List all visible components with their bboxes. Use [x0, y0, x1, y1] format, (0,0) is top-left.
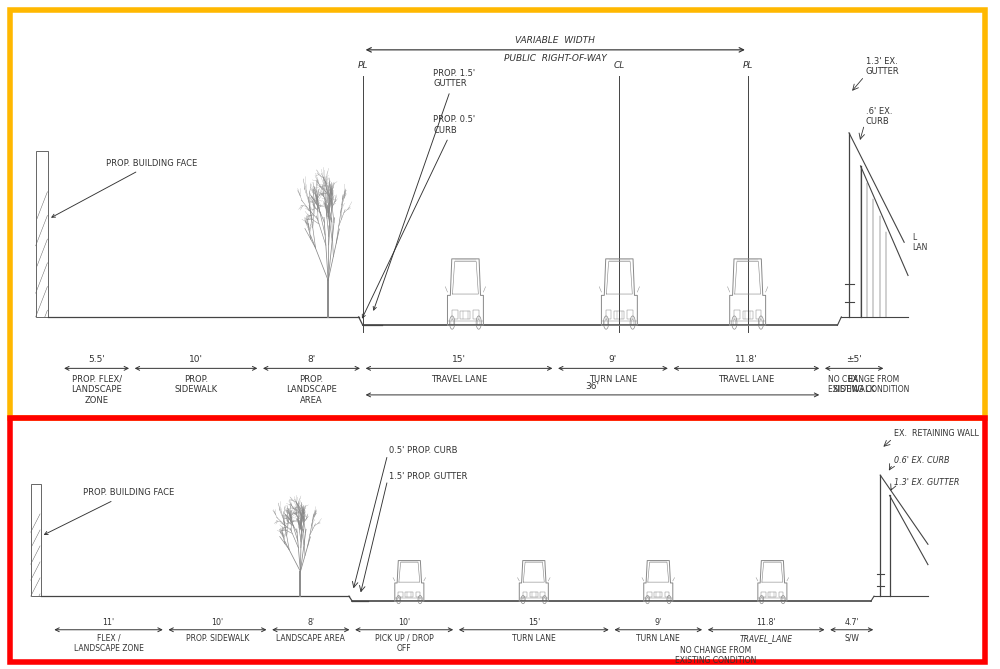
Bar: [10, 10, 985, 418]
Text: .6' EX.
CURB: .6' EX. CURB: [866, 107, 892, 126]
Bar: [530, 592, 538, 597]
Text: PUBLIC  RIGHT-OF-WAY: PUBLIC RIGHT-OF-WAY: [504, 54, 607, 63]
Bar: [540, 592, 545, 597]
Bar: [756, 310, 761, 318]
Text: 0.5' PROP. CURB: 0.5' PROP. CURB: [389, 446, 457, 455]
Text: PL: PL: [358, 61, 368, 70]
Text: TRAVEL LANE: TRAVEL LANE: [718, 375, 775, 384]
Text: 11': 11': [102, 618, 115, 628]
Text: 9': 9': [655, 618, 662, 628]
Text: PROP. BUILDING FACE: PROP. BUILDING FACE: [45, 488, 174, 535]
Bar: [665, 592, 669, 597]
Text: 5.5': 5.5': [88, 355, 105, 365]
Text: EX.
SIDEWALK: EX. SIDEWALK: [833, 375, 876, 395]
Bar: [734, 310, 740, 318]
Text: 10': 10': [189, 355, 203, 365]
Text: PROP. SIDEWALK: PROP. SIDEWALK: [186, 634, 249, 643]
Text: 9': 9': [609, 355, 617, 365]
Text: 10': 10': [211, 618, 224, 628]
Text: 15': 15': [452, 355, 466, 365]
Bar: [31, 484, 41, 596]
Bar: [398, 592, 403, 597]
Bar: [452, 310, 458, 318]
Text: TRAVEL_LANE: TRAVEL_LANE: [740, 634, 793, 643]
Bar: [743, 310, 753, 318]
Text: PROP. 1.5'
GUTTER: PROP. 1.5' GUTTER: [373, 69, 475, 310]
Bar: [36, 151, 48, 317]
Text: 4.7': 4.7': [844, 618, 859, 628]
Text: PROP. BUILDING FACE: PROP. BUILDING FACE: [52, 159, 197, 217]
Text: PICK UP / DROP
OFF: PICK UP / DROP OFF: [375, 634, 434, 653]
Text: LANDSCAPE AREA: LANDSCAPE AREA: [276, 634, 345, 643]
Text: L
LAN: L LAN: [912, 233, 927, 252]
Text: 1.3' EX. GUTTER: 1.3' EX. GUTTER: [894, 478, 959, 487]
Bar: [627, 310, 633, 318]
Text: PROP. FLEX/
LANDSCAPE
ZONE: PROP. FLEX/ LANDSCAPE ZONE: [71, 375, 122, 405]
Text: 15': 15': [528, 618, 540, 628]
Text: 1.5' PROP. GUTTER: 1.5' PROP. GUTTER: [389, 472, 467, 481]
Text: FLEX /
LANDSCAPE ZONE: FLEX / LANDSCAPE ZONE: [74, 634, 143, 653]
Bar: [460, 310, 470, 318]
Bar: [614, 310, 624, 318]
Bar: [405, 592, 413, 597]
Text: ±5': ±5': [846, 355, 862, 365]
Text: 11.8': 11.8': [756, 618, 776, 628]
Text: TURN LANE: TURN LANE: [636, 634, 680, 643]
Bar: [523, 592, 527, 597]
Text: 8': 8': [307, 618, 314, 628]
Bar: [10, 418, 985, 662]
Bar: [647, 592, 652, 597]
Text: NO CHANGE FROM
EXISTING CONDITION: NO CHANGE FROM EXISTING CONDITION: [828, 375, 910, 395]
Text: TURN LANE: TURN LANE: [512, 634, 556, 643]
Bar: [768, 592, 776, 597]
Text: 36': 36': [585, 382, 599, 391]
Text: 1.3' EX.
GUTTER: 1.3' EX. GUTTER: [866, 57, 899, 76]
Text: NO CHANGE FROM
EXISTING CONDITION: NO CHANGE FROM EXISTING CONDITION: [675, 646, 756, 666]
Text: TURN LANE: TURN LANE: [589, 375, 637, 384]
Text: PROP.
LANDSCAPE
AREA: PROP. LANDSCAPE AREA: [286, 375, 337, 405]
Bar: [761, 592, 766, 597]
Bar: [654, 592, 662, 597]
Text: S/W: S/W: [844, 634, 859, 643]
Text: 11.8': 11.8': [735, 355, 758, 365]
Bar: [473, 310, 479, 318]
Bar: [606, 310, 611, 318]
Text: EX.  RETAINING WALL: EX. RETAINING WALL: [894, 429, 979, 438]
Text: 8': 8': [307, 355, 316, 365]
Text: PROP.
SIDEWALK: PROP. SIDEWALK: [174, 375, 218, 395]
Bar: [779, 592, 783, 597]
Text: VARIABLE  WIDTH: VARIABLE WIDTH: [515, 36, 595, 45]
Text: CL: CL: [614, 61, 625, 70]
Text: TRAVEL LANE: TRAVEL LANE: [431, 375, 487, 384]
Bar: [416, 592, 420, 597]
Text: PL: PL: [742, 61, 753, 70]
Text: PROP. 0.5'
CURB: PROP. 0.5' CURB: [362, 115, 475, 318]
Text: 0.6' EX. CURB: 0.6' EX. CURB: [894, 456, 949, 465]
Text: 10': 10': [398, 618, 410, 628]
